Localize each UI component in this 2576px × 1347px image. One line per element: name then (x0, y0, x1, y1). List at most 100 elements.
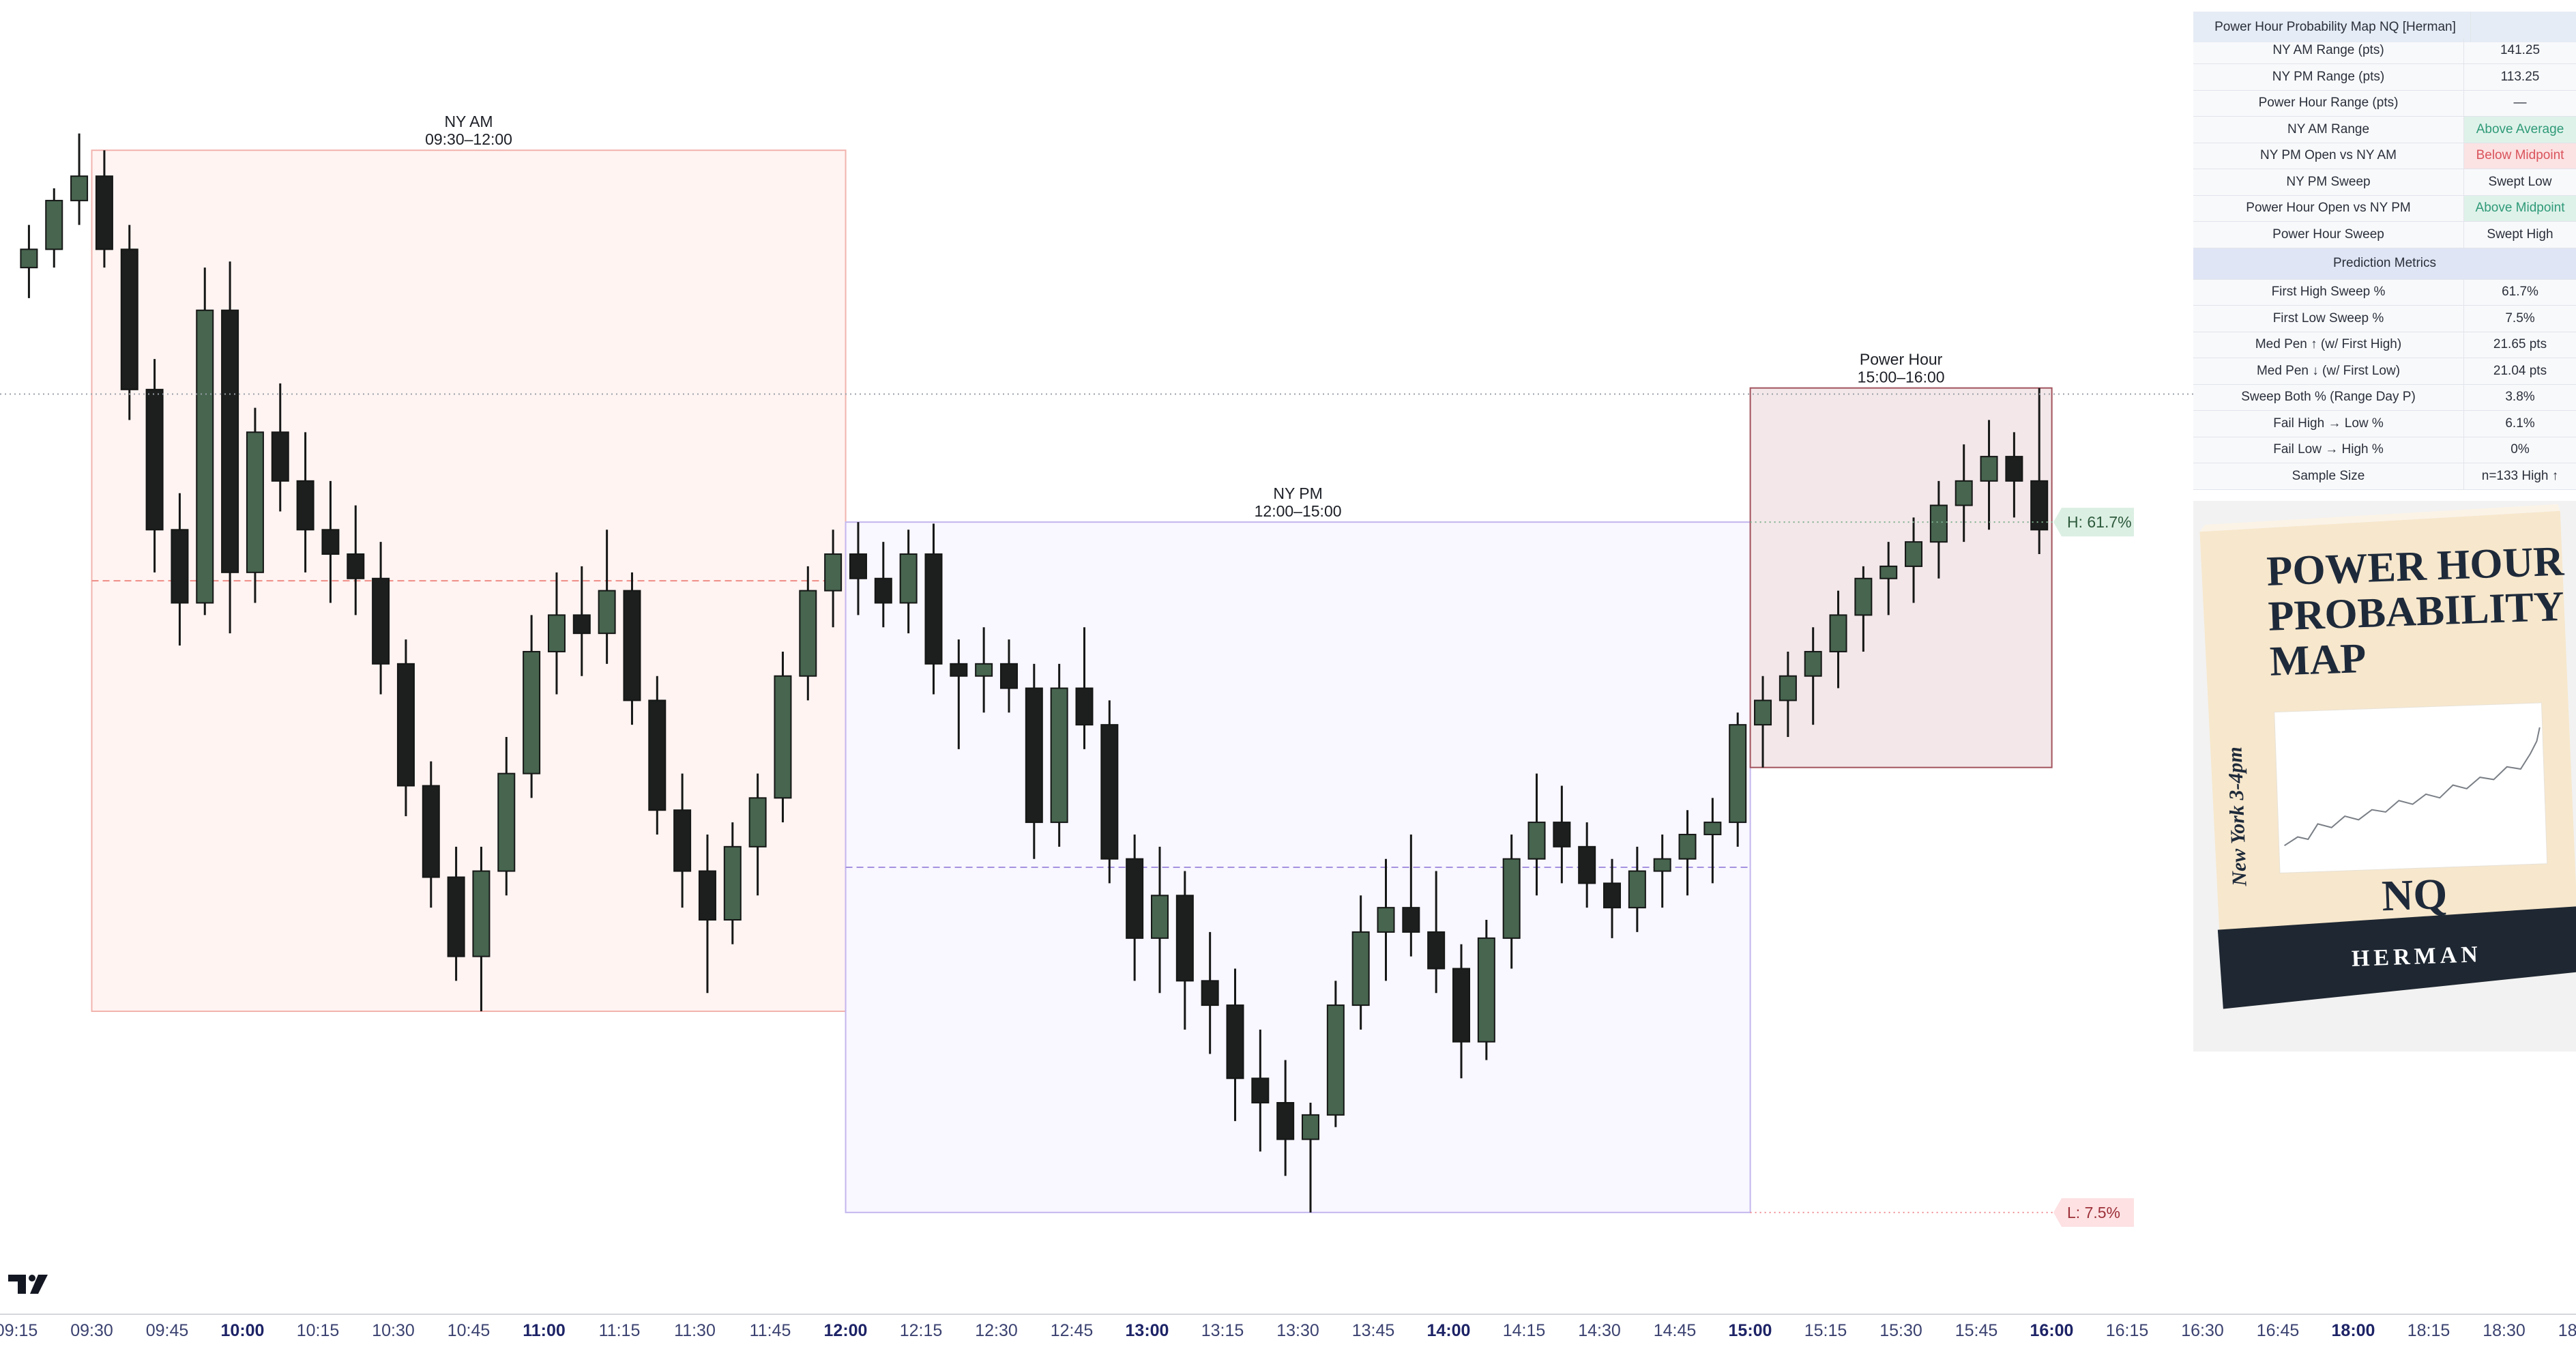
candle-body (1804, 650, 1822, 677)
x-tick-label: 13:30 (1276, 1321, 1319, 1340)
candle-body (2030, 480, 2049, 531)
candle-body (899, 553, 918, 604)
candle-body (874, 577, 892, 604)
candle-body (20, 248, 38, 269)
row-label: NY AM Range (pts) (2193, 38, 2464, 63)
candle-body (347, 553, 365, 579)
candle-body (924, 553, 943, 665)
x-tick-label: 11:45 (750, 1321, 791, 1340)
table-row: Sample Size n=133 High ↑ (2193, 463, 2576, 490)
product-author: HERMAN (2351, 942, 2482, 972)
candle-body (799, 590, 817, 677)
row-label: Power Hour Open vs NY PM (2193, 195, 2464, 221)
candle-body (723, 845, 742, 921)
candle-body (1377, 907, 1395, 933)
candle-body (1150, 895, 1169, 939)
candle-body (95, 175, 113, 250)
x-tick-label: 18:30 (2483, 1321, 2526, 1340)
box-chart-panel (2274, 702, 2548, 873)
row-value: Swept Low (2488, 174, 2552, 189)
table-header-blank (2471, 12, 2576, 42)
product-side-text: New York 3-4pm (2223, 747, 2251, 887)
row-label: Med Pen ↑ (w/ First High) (2193, 332, 2464, 358)
row-label: NY AM Range (2193, 117, 2464, 143)
product-title: POWER HOUR (2266, 538, 2565, 595)
candle-body (1879, 565, 1898, 579)
candles (20, 133, 2049, 1213)
x-tick-label: 16:30 (2181, 1321, 2224, 1340)
table-row: Power Hour Sweep Swept High (2193, 222, 2576, 248)
table-row: First High Sweep % 61.7% (2193, 279, 2576, 306)
candle-body (748, 797, 767, 848)
session-box (1749, 387, 2053, 768)
row-value: 6.1% (2505, 416, 2535, 431)
candle-body (1678, 833, 1697, 860)
candle-body (648, 699, 667, 811)
candle-body (1779, 675, 1797, 701)
row-value: 61.7% (2502, 285, 2538, 300)
table-row: Fail Low → High % 0% (2193, 437, 2576, 463)
candle-body (523, 650, 541, 774)
candle-body (447, 876, 465, 957)
row-value: Above Midpoint (2464, 195, 2576, 221)
table-header: Power Hour Probability Map NQ [Herman] (2193, 12, 2576, 42)
candle-body (171, 529, 189, 604)
candle-body (422, 785, 440, 878)
x-tick-label: 09:45 (146, 1321, 189, 1340)
candle-body (1427, 931, 1446, 970)
row-value: 3.8% (2505, 390, 2535, 405)
x-tick-label: 10:45 (448, 1321, 491, 1340)
candle-body (1276, 1102, 1295, 1140)
table-row: First Low Sweep % 7.5% (2193, 306, 2576, 332)
box-top (2199, 504, 2560, 532)
session-name: Power Hour (1860, 351, 1943, 368)
table-title: Power Hour Probability Map NQ [Herman] (2193, 12, 2471, 42)
candle-body (1502, 858, 1521, 939)
time-axis: 09:15 09:30 09:45 10:00 10:15 10:30 10:45 11:00… (0, 1321, 2576, 1340)
candle-body (1126, 858, 1144, 939)
row-label: First High Sweep % (2193, 279, 2464, 305)
candle-body (1905, 541, 1923, 567)
candle-body (221, 309, 239, 573)
x-tick-label: 13:15 (1201, 1321, 1244, 1340)
row-value: 0% (2511, 442, 2530, 457)
candle-body (1251, 1077, 1270, 1104)
session-window: 12:00–15:00 (1255, 502, 1342, 520)
candle-body (296, 480, 314, 531)
tradingview-logo (8, 1275, 48, 1294)
table-row: Power Hour Open vs NY PM Above Midpoint (2193, 195, 2576, 222)
row-value: 7.5% (2505, 310, 2535, 325)
candle-body (1653, 858, 1671, 872)
candle-body (497, 772, 516, 872)
candle-body (1929, 504, 1948, 543)
candle-body (598, 590, 616, 635)
candle-body (824, 553, 843, 592)
candle-body (673, 809, 692, 872)
candle-body (1628, 870, 1646, 909)
candle-body (120, 248, 138, 390)
candle-body (1527, 822, 1546, 860)
x-tick-label: 16:00 (2030, 1321, 2074, 1340)
candle-body (975, 663, 993, 677)
table-row: Sweep Both % (Range Day P) 3.8% (2193, 384, 2576, 411)
candle-body (1553, 822, 1571, 848)
candle-body (1175, 895, 1194, 982)
x-tick-label: 13:45 (1352, 1321, 1395, 1340)
row-label: Power Hour Range (pts) (2193, 90, 2464, 116)
table-row: NY AM Range Above Average (2193, 117, 2576, 143)
candle-body (321, 529, 340, 555)
table-row: Power Hour Range (pts) — (2193, 90, 2576, 117)
session-name: NY AM (444, 113, 493, 130)
candle-body (246, 431, 264, 573)
candle-body (950, 663, 968, 677)
row-value: n=133 High ↑ (2481, 468, 2559, 483)
candle-body (1703, 822, 1722, 835)
row-value: 21.04 pts (2493, 363, 2547, 378)
row-label: Med Pen ↓ (w/ First Low) (2193, 358, 2464, 384)
candle-body (1829, 614, 1847, 652)
row-label: First Low Sweep % (2193, 306, 2464, 332)
candle-body (372, 577, 390, 665)
table-row: Fail High → Low % 6.1% (2193, 411, 2576, 437)
candle-body (396, 663, 415, 787)
